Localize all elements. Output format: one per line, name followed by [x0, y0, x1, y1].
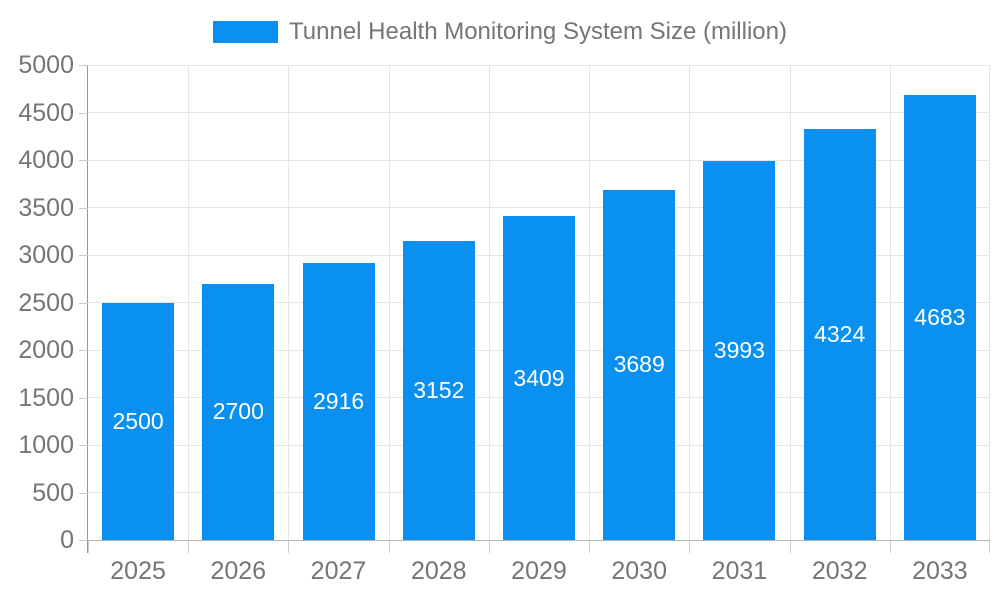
x-tick-mark [489, 541, 490, 553]
x-tick-label: 2028 [410, 557, 467, 585]
legend-label: Tunnel Health Monitoring System Size (mi… [289, 18, 787, 45]
y-axis-line [87, 65, 88, 553]
gridline-h [88, 112, 990, 113]
bar-2030: 3689 [603, 189, 676, 540]
bar-2025: 2500 [102, 302, 175, 540]
gridline-v [689, 65, 690, 540]
bar-2032: 4324 [803, 129, 876, 540]
y-tick-label: 0 [60, 526, 74, 554]
bar-value-label: 4683 [914, 304, 966, 331]
bar-2027: 2916 [302, 263, 375, 540]
x-tick-label: 2033 [912, 557, 968, 585]
x-tick-label: 2030 [611, 557, 667, 585]
y-tick-label: 2500 [18, 288, 74, 317]
bar-value-label: 2916 [313, 388, 365, 414]
gridline-v [188, 65, 189, 540]
x-tick-mark [389, 541, 390, 553]
x-tick-mark [288, 541, 289, 553]
y-tick-mark [79, 445, 88, 446]
y-tick-mark [79, 302, 88, 304]
legend: Tunnel Health Monitoring System Size (mi… [0, 12, 1000, 52]
x-tick-label: 2027 [310, 557, 367, 585]
gridline-v [589, 65, 590, 540]
x-tick-mark [589, 541, 590, 553]
y-tick-label: 500 [32, 478, 74, 507]
legend-swatch [213, 21, 279, 43]
y-tick-label: 1500 [18, 383, 74, 412]
y-tick-mark [79, 112, 88, 114]
bar-2031: 3993 [703, 160, 776, 540]
bar-value-label: 3409 [513, 364, 565, 391]
y-tick-label: 1000 [18, 431, 74, 459]
y-tick-mark [79, 397, 88, 399]
bar-2026: 2700 [202, 283, 275, 540]
y-tick-mark [79, 492, 88, 494]
gridline-v [389, 65, 390, 540]
bar-value-label: 3993 [713, 336, 765, 363]
y-tick-mark [79, 160, 88, 161]
y-tick-mark [79, 65, 88, 66]
bar-value-label: 4324 [814, 321, 866, 348]
x-tick-mark [989, 541, 990, 553]
bar-value-label: 3152 [413, 376, 465, 403]
y-tick-mark [79, 207, 88, 209]
gridline-v [890, 65, 891, 540]
y-tick-label: 5000 [18, 51, 74, 79]
x-tick-mark [689, 541, 690, 553]
y-tick-mark [79, 255, 88, 256]
y-tick-mark [79, 540, 88, 541]
gridline-v [489, 65, 490, 540]
x-tick-label: 2026 [210, 557, 267, 585]
gridline-v [989, 65, 990, 540]
bar-value-label: 3689 [613, 351, 665, 378]
gridline-v [790, 65, 791, 540]
bar-2033: 4683 [903, 95, 976, 540]
x-tick-mark [790, 541, 791, 553]
x-tick-label: 2032 [811, 557, 868, 585]
y-tick-label: 4000 [18, 146, 74, 174]
y-tick-label: 2000 [18, 336, 74, 364]
x-tick-mark [88, 541, 89, 553]
y-tick-label: 4500 [18, 98, 74, 127]
x-tick-label: 2025 [110, 557, 166, 585]
bar-value-label: 2700 [212, 398, 264, 425]
x-tick-mark [188, 541, 189, 553]
bar-value-label: 2500 [112, 407, 164, 434]
x-tick-label: 2031 [711, 557, 768, 585]
gridline-h [88, 207, 990, 208]
y-tick-label: 3000 [18, 241, 74, 269]
x-axis-line [88, 540, 990, 541]
gridline-h [88, 64, 990, 66]
y-tick-label: 3500 [18, 193, 74, 222]
bar-2028: 3152 [402, 240, 475, 540]
plot-area: 2500 2700 2916 3152 3409 3689 3993 4324 4683 [88, 64, 990, 540]
gridline-v [288, 65, 289, 540]
y-tick-mark [79, 350, 88, 351]
gridline-h [88, 159, 990, 161]
x-tick-mark [890, 541, 891, 553]
bar-2029: 3409 [503, 216, 575, 540]
x-tick-label: 2029 [511, 557, 567, 585]
